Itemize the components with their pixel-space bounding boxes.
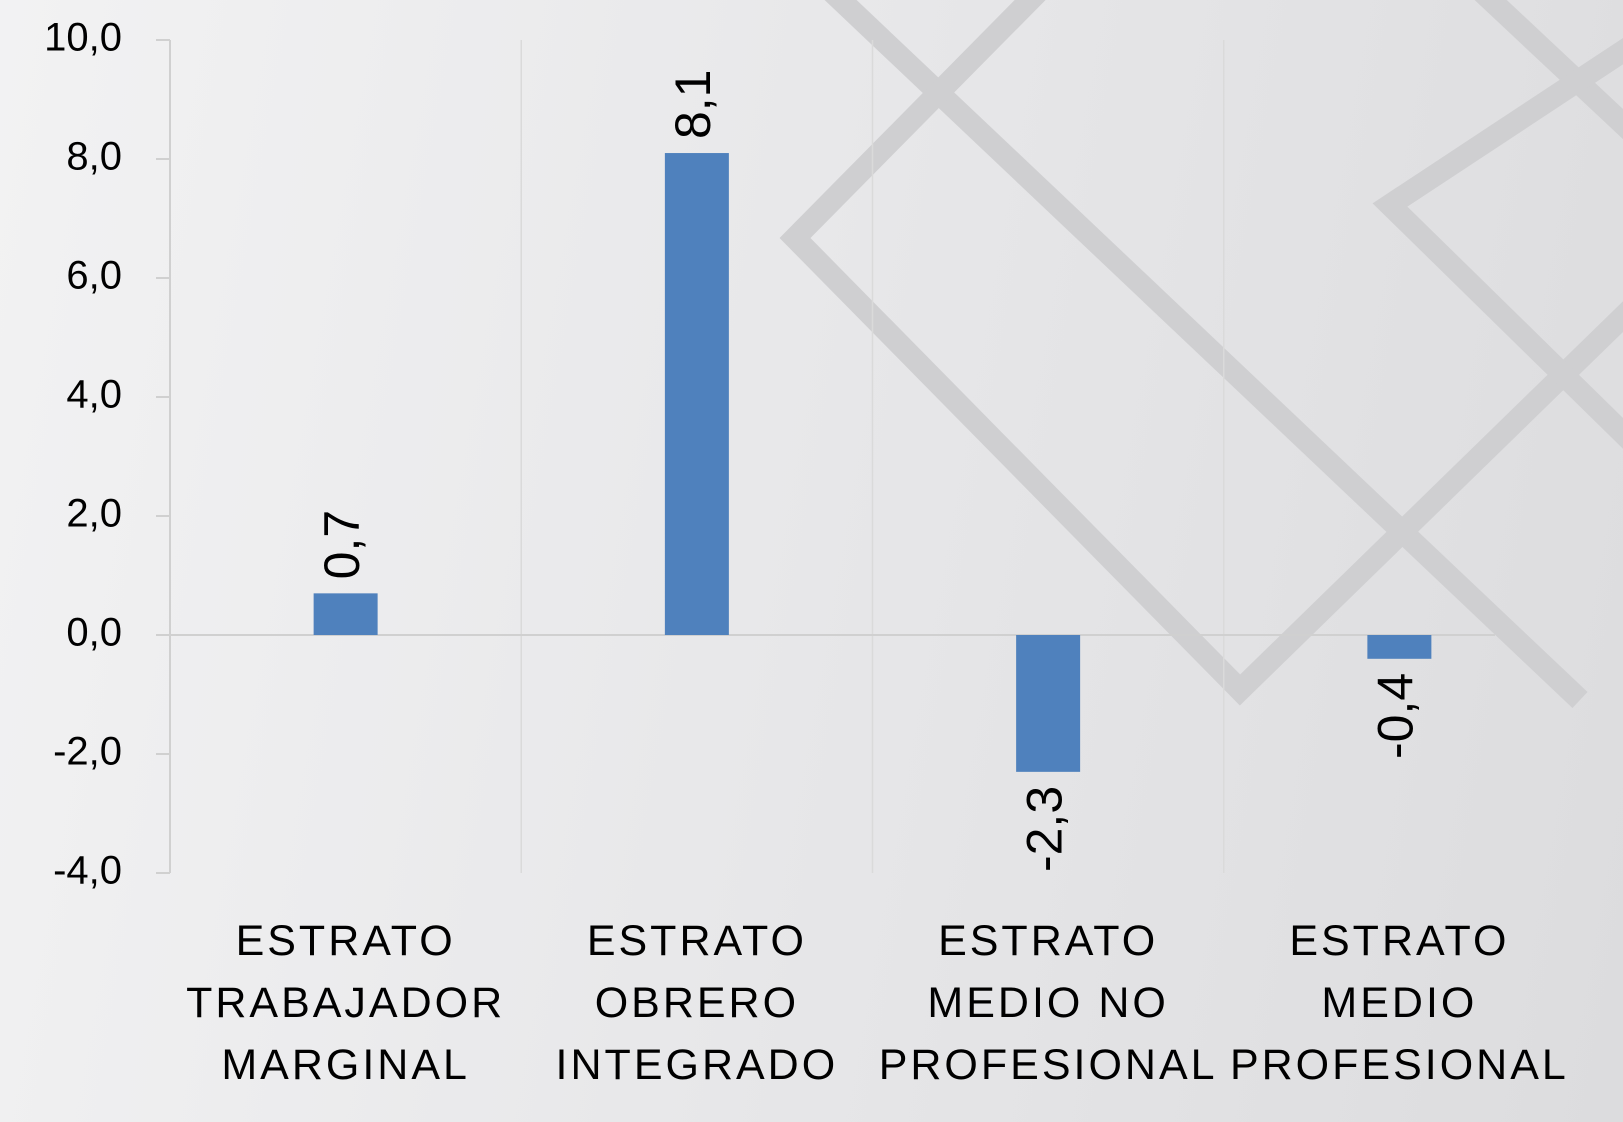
x-tick-label: ESTRATO MEDIO PROFESIONAL: [1229, 917, 1569, 1089]
value-label: 0,7: [314, 510, 370, 580]
background-decoration: [779, 0, 1623, 708]
bar: [313, 593, 378, 635]
y-tick-label: -2,0: [53, 730, 122, 774]
y-tick-label: -4,0: [53, 849, 122, 893]
bar: [1367, 635, 1432, 659]
y-tick-label: 10,0: [44, 16, 122, 60]
x-tick-label: ESTRATO OBRERO INTEGRADO: [555, 917, 839, 1089]
value-label: -2,3: [1016, 786, 1072, 872]
value-label: -0,4: [1368, 673, 1424, 759]
value-label: 8,1: [665, 70, 721, 140]
y-tick-label: 8,0: [66, 135, 122, 179]
bar: [664, 153, 729, 636]
y-tick-label: 0,0: [66, 611, 122, 655]
y-tick-label: 4,0: [66, 373, 122, 417]
x-tick-label: ESTRATO TRABAJADOR MARGINAL: [186, 917, 506, 1089]
bar: [1016, 635, 1081, 772]
y-tick-label: 6,0: [66, 254, 122, 298]
x-tick-label: ESTRATO MEDIO NO PROFESIONAL: [878, 917, 1218, 1089]
y-tick-label: 2,0: [66, 492, 122, 536]
